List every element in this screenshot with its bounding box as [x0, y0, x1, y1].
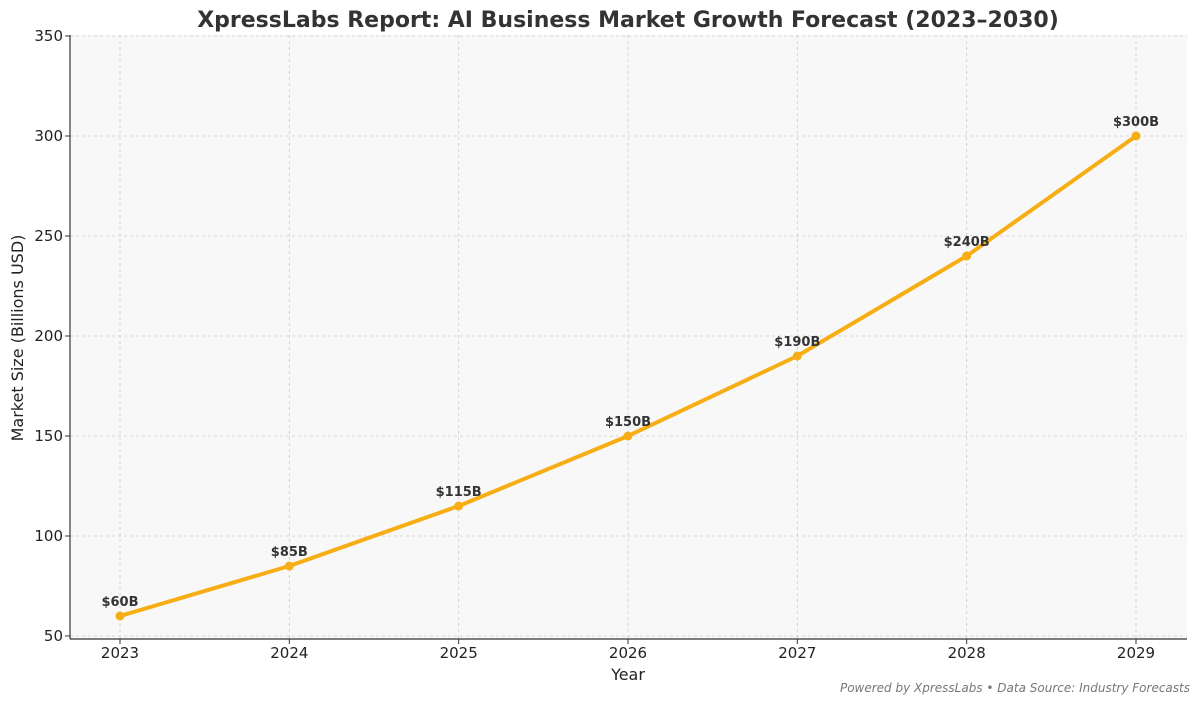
x-tick-label: 2026 — [609, 644, 647, 662]
y-tick-label: 300 — [34, 127, 63, 145]
tick-labels: 50 100 150 200 250 300 350 2023 2024 2025 2026 2027… — [34, 27, 1155, 662]
y-tick-label: 200 — [34, 327, 63, 345]
y-tick-label: 250 — [34, 227, 63, 245]
data-point — [284, 561, 294, 571]
data-label: $150B — [605, 415, 651, 430]
footer-credit: Powered by XpressLabs • Data Source: Ind… — [840, 681, 1190, 695]
data-point — [623, 431, 633, 441]
y-tick-label: 100 — [34, 527, 63, 545]
x-tick-label: 2027 — [778, 644, 816, 662]
data-label: $300B — [1113, 115, 1159, 130]
y-tick-label: 150 — [34, 427, 63, 445]
data-label: $190B — [774, 335, 820, 350]
chart-title: XpressLabs Report: AI Business Market Gr… — [197, 8, 1059, 33]
plot-area — [70, 35, 1187, 639]
data-labels: $60B $85B $115B $150B $190B $240B $300B — [101, 115, 1159, 610]
data-label: $240B — [944, 235, 990, 250]
y-tick-label: 50 — [44, 627, 63, 645]
axes — [65, 35, 1187, 644]
data-point — [792, 351, 802, 361]
data-label: $60B — [101, 595, 138, 610]
x-tick-label: 2024 — [270, 644, 308, 662]
x-tick-label: 2028 — [948, 644, 986, 662]
data-series — [115, 131, 1141, 621]
x-tick-label: 2023 — [101, 644, 139, 662]
data-point — [962, 251, 972, 261]
data-point — [1131, 131, 1141, 141]
x-tick-label: 2025 — [440, 644, 478, 662]
data-point — [115, 611, 125, 621]
data-label: $115B — [436, 485, 482, 500]
x-tick-label: 2029 — [1117, 644, 1155, 662]
data-label: $85B — [271, 545, 308, 560]
x-axis-label: Year — [610, 665, 645, 684]
y-tick-label: 350 — [34, 27, 63, 45]
y-axis-label: Market Size (Billions USD) — [8, 235, 27, 442]
data-point — [454, 501, 464, 511]
